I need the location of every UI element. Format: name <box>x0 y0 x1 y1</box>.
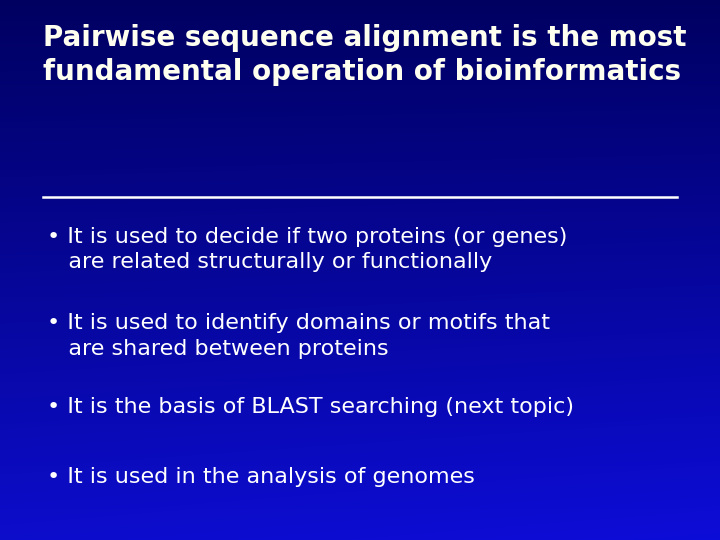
Text: Pairwise sequence alignment is the most
fundamental operation of bioinformatics: Pairwise sequence alignment is the most … <box>43 24 687 86</box>
Text: • It is used to identify domains or motifs that
   are shared between proteins: • It is used to identify domains or moti… <box>47 313 550 359</box>
Text: • It is the basis of BLAST searching (next topic): • It is the basis of BLAST searching (ne… <box>47 397 574 417</box>
Text: • It is used to decide if two proteins (or genes)
   are related structurally or: • It is used to decide if two proteins (… <box>47 227 567 272</box>
Text: • It is used in the analysis of genomes: • It is used in the analysis of genomes <box>47 467 474 487</box>
